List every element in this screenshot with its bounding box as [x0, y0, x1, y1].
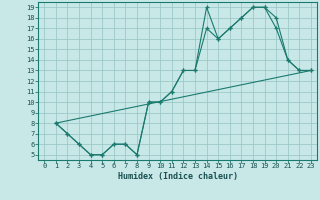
- X-axis label: Humidex (Indice chaleur): Humidex (Indice chaleur): [118, 172, 238, 181]
